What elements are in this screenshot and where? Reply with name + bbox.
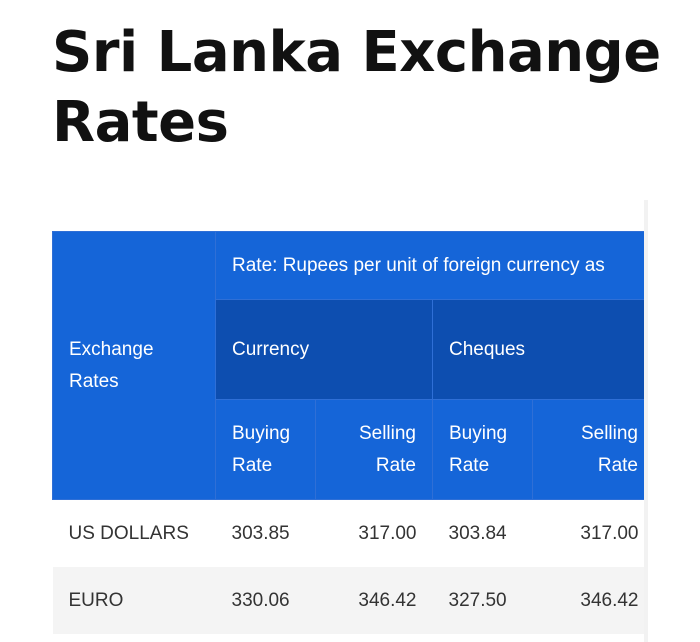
- table-row: EURO 330.06 346.42 327.50 346.42: [52, 567, 644, 634]
- header-group-currency: Currency: [215, 299, 433, 400]
- header-cheques-buying-rate: Buying Rate: [432, 399, 533, 500]
- currency-buying-rate-cell: 303.85: [215, 499, 316, 567]
- header-currency-buying-rate: Buying Rate: [215, 399, 316, 500]
- header-currency-selling-rate: Selling Rate: [315, 399, 433, 500]
- cheques-buying-rate-cell: 327.50: [432, 567, 533, 634]
- cheques-selling-rate-cell: 346.42: [532, 567, 644, 634]
- table-row: US DOLLARS 303.85 317.00 303.84 317.00: [52, 499, 644, 567]
- cheques-buying-rate-cell: 303.84: [432, 499, 533, 567]
- cheques-selling-rate-cell: 317.00: [532, 499, 644, 567]
- currency-selling-rate-cell: 346.42: [315, 567, 433, 634]
- table-scroll-edge: [644, 200, 648, 642]
- currency-name-cell: US DOLLARS: [52, 499, 216, 567]
- currency-selling-rate-cell: 317.00: [315, 499, 433, 567]
- exchange-rates-table-container[interactable]: Exchange Rates Rate: Rupees per unit of …: [52, 231, 644, 642]
- currency-buying-rate-cell: 330.06: [215, 567, 316, 634]
- header-exchange-rates: Exchange Rates: [52, 231, 216, 500]
- header-cheques-selling-rate: Selling Rate: [532, 399, 644, 500]
- currency-name-cell: EURO: [52, 567, 216, 634]
- header-group-cheques: Cheques: [432, 299, 644, 400]
- exchange-rates-table: Exchange Rates Rate: Rupees per unit of …: [52, 231, 644, 634]
- page-title: Sri Lanka Exchange Rates: [52, 20, 661, 155]
- header-rate-description: Rate: Rupees per unit of foreign currenc…: [215, 231, 644, 300]
